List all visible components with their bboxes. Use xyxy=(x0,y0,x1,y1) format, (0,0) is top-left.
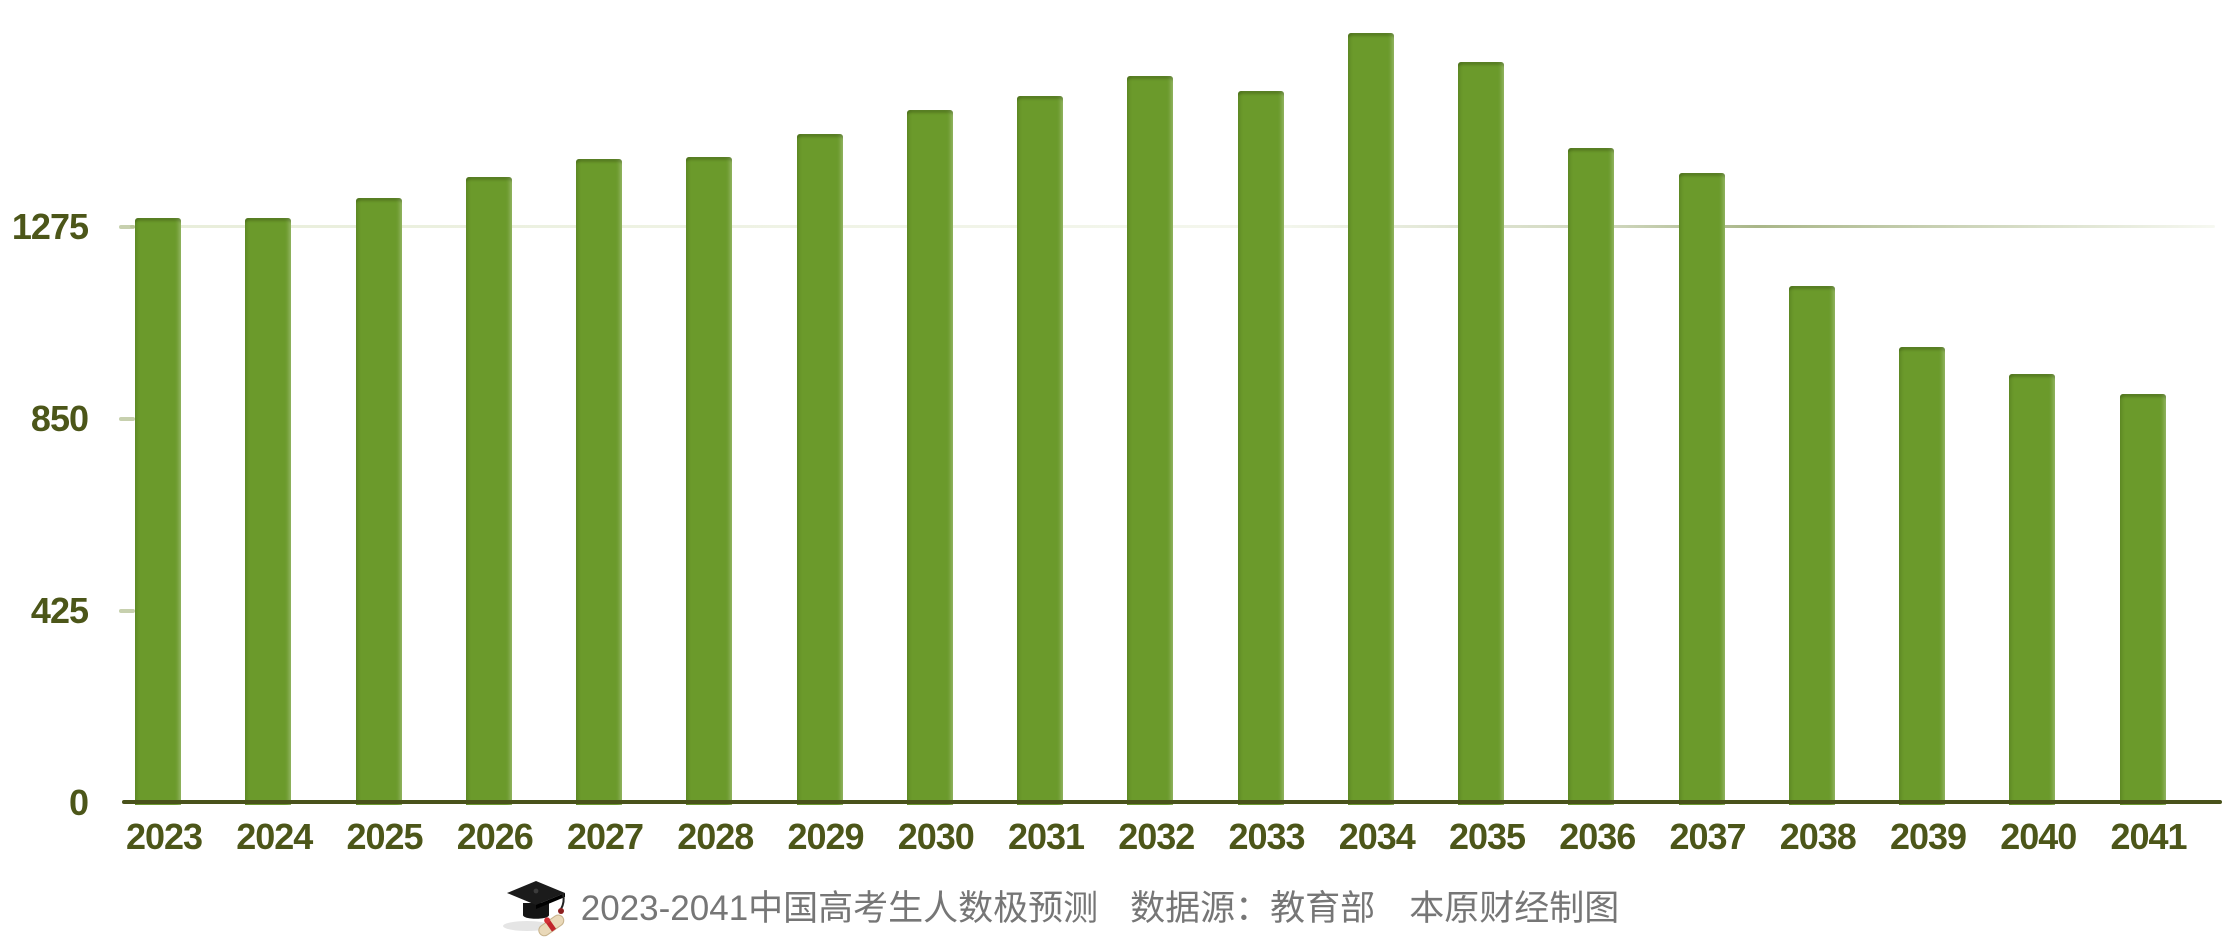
bar-2031 xyxy=(1017,96,1063,805)
x-tick-label-2031: 2031 xyxy=(1007,816,1085,857)
y-tick-label-1275: 1275 xyxy=(11,206,89,247)
caption-source: 数据源：教育部 xyxy=(1130,888,1376,928)
bar-2033 xyxy=(1237,91,1284,805)
x-tick-label-2027: 2027 xyxy=(566,816,644,857)
caption-credit: 本原财经制图 xyxy=(1409,888,1620,928)
x-tick-label-2035: 2035 xyxy=(1448,816,1526,857)
bar-2025 xyxy=(355,197,402,805)
bar-2030 xyxy=(906,109,953,805)
x-tick-label-2029: 2029 xyxy=(787,816,864,857)
y-tick-label-850: 850 xyxy=(30,398,89,439)
x-axis-line xyxy=(122,800,2222,804)
x-tick-label-2036: 2036 xyxy=(1559,816,1636,857)
y-tick-label-425: 425 xyxy=(30,590,89,631)
x-tick-label-2039: 2039 xyxy=(1889,816,1967,857)
bar-2041 xyxy=(2119,394,2166,805)
bar-2029 xyxy=(796,134,843,805)
bar-2035 xyxy=(1458,62,1504,805)
bar-2028 xyxy=(686,156,733,805)
bar-2023 xyxy=(135,217,181,805)
y-tick-label-0: 0 xyxy=(68,782,89,823)
bar-2038 xyxy=(1788,285,1835,805)
bar-2024 xyxy=(245,217,292,805)
x-tick-label-2026: 2026 xyxy=(456,816,534,857)
x-tick-label-2040: 2040 xyxy=(2000,816,2077,857)
bar-2040 xyxy=(2009,373,2056,805)
x-tick-label-2034: 2034 xyxy=(1338,816,1416,857)
x-tick-label-2025: 2025 xyxy=(346,816,423,857)
caption-title: 2023-2041中国高考生人数极预测 xyxy=(580,888,1099,928)
x-tick-label-2030: 2030 xyxy=(897,816,975,857)
y-tick-mark-850 xyxy=(119,417,135,421)
x-tick-label-2032: 2032 xyxy=(1118,816,1195,857)
x-tick-label-2037: 2037 xyxy=(1669,816,1746,857)
bar-2034 xyxy=(1347,32,1394,805)
x-tick-label-2023: 2023 xyxy=(125,816,203,857)
y-tick-mark-425 xyxy=(119,609,135,613)
chart-caption: 2023-2041中国高考生人数极预测 数据源：教育部 本原财经制图 xyxy=(0,872,2228,938)
graduation-cap-icon xyxy=(502,881,565,937)
bar-2036 xyxy=(1568,147,1615,805)
bar-2027 xyxy=(576,159,622,805)
bar-2032 xyxy=(1127,75,1174,805)
bar-2026 xyxy=(465,177,512,805)
y-tick-mark-1275 xyxy=(119,225,135,229)
x-tick-label-2041: 2041 xyxy=(2110,816,2187,857)
x-tick-label-2033: 2033 xyxy=(1228,816,1305,857)
x-tick-label-2038: 2038 xyxy=(1779,816,1857,857)
bar-2037 xyxy=(1678,172,1725,805)
bar-2039 xyxy=(1899,346,1945,805)
x-tick-label-2028: 2028 xyxy=(677,816,754,857)
x-tick-label-2024: 2024 xyxy=(236,816,313,857)
